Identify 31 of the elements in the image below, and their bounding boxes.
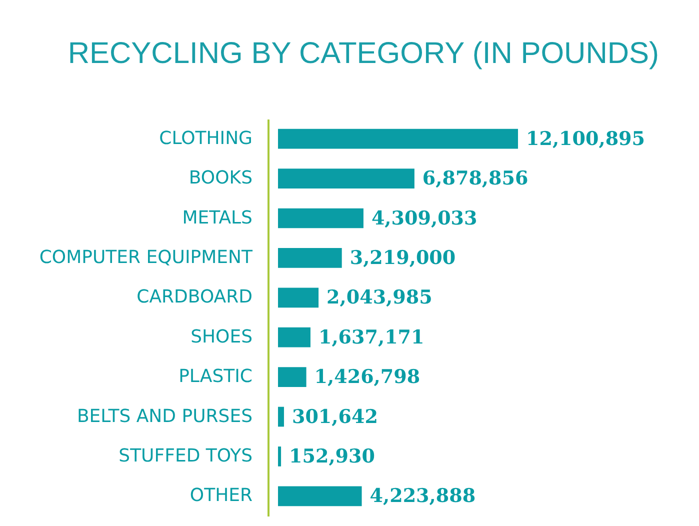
data-label: 2,043,985	[326, 286, 432, 309]
chart-title: RECYCLING BY CATEGORY (IN POUNDS)	[68, 37, 660, 70]
y-tick-label: SHOES	[190, 326, 252, 348]
data-label: 6,878,856	[422, 168, 528, 190]
bar	[278, 327, 310, 348]
bar	[278, 367, 306, 387]
data-label: 1,426,798	[314, 366, 420, 388]
bar	[278, 288, 319, 308]
data-label: 12,100,895	[526, 128, 645, 150]
y-tick-label: COMPUTER EQUIPMENT	[39, 246, 254, 268]
bar	[278, 208, 364, 228]
y-tick-label: PLASTIC	[178, 366, 252, 388]
data-label: 301,642	[292, 406, 378, 428]
y-tick-label: BELTS AND PURSES	[76, 406, 252, 427]
data-label: 4,309,033	[371, 207, 478, 230]
y-tick-label: METALS	[182, 207, 252, 228]
bar	[278, 128, 518, 149]
data-label: 152,930	[289, 445, 375, 468]
y-tick-label: CLOTHING	[159, 128, 252, 149]
y-tick-label: STUFFED TOYS	[118, 445, 252, 466]
bar	[278, 168, 414, 188]
data-label: 4,223,888	[370, 485, 476, 508]
bar	[278, 248, 342, 268]
data-label: 1,637,171	[318, 326, 424, 348]
y-tick-label: OTHER	[190, 485, 252, 506]
y-tick-label: CARDBOARD	[136, 286, 252, 308]
bar	[278, 406, 284, 427]
bar	[278, 486, 362, 506]
y-tick-label: BOOKS	[188, 168, 252, 189]
bar	[278, 446, 282, 466]
data-label: 3,219,000	[350, 246, 456, 269]
